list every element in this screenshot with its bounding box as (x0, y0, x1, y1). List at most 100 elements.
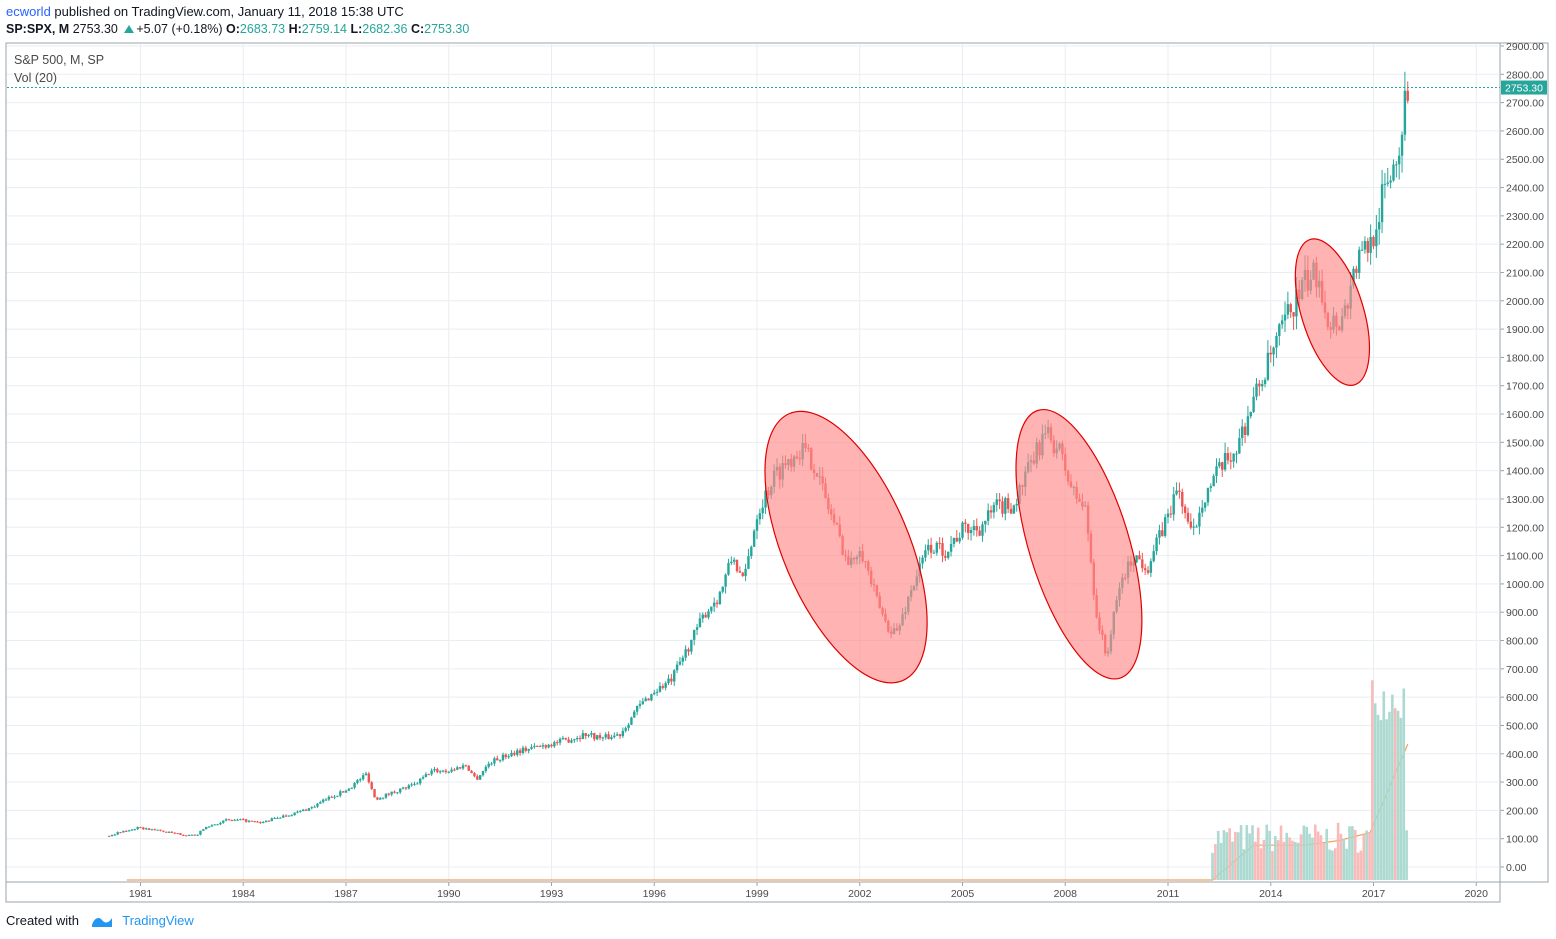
candle-body (139, 827, 142, 829)
candle-body (1255, 383, 1258, 397)
x-tick-label: 2008 (1054, 888, 1078, 900)
candle-body (324, 799, 328, 801)
candle-body (190, 834, 194, 836)
candle-body (704, 614, 707, 618)
low-value: 2682.36 (362, 22, 408, 36)
candle-body (1249, 411, 1252, 417)
volume-bar (1362, 834, 1366, 880)
candle-body (593, 733, 596, 740)
candle-body (630, 717, 633, 725)
candle-body (530, 747, 533, 749)
candle-body (1389, 180, 1392, 183)
candle-body (955, 537, 958, 542)
candle-body (461, 765, 465, 769)
candle-body (564, 737, 567, 740)
candle-body (584, 733, 587, 737)
highlight-ellipse (764, 410, 928, 684)
candle-body (1369, 236, 1372, 253)
candle-body (715, 602, 719, 605)
candle-body (533, 745, 536, 748)
volume-bar (1251, 825, 1254, 880)
volume-bar (1359, 850, 1363, 880)
candle-body (496, 758, 499, 761)
candle-body (307, 808, 311, 811)
candle-body (464, 765, 468, 767)
candle-body (179, 833, 182, 835)
candle-body (227, 819, 231, 821)
candle-body (1138, 555, 1141, 560)
candle-body (301, 809, 305, 812)
candle-body (1260, 384, 1264, 387)
y-tick-label: 0.00 (1506, 862, 1527, 874)
y-tick-label: 300.00 (1506, 777, 1538, 789)
volume-bar (1316, 831, 1320, 880)
y-tick-label: 1600.00 (1506, 409, 1544, 421)
candle-body (1146, 570, 1150, 573)
candle-body (541, 745, 545, 747)
candle-body (421, 777, 425, 779)
candle-body (182, 834, 185, 836)
candle-body (384, 793, 388, 798)
candle-body (299, 811, 302, 813)
candle-body (441, 770, 445, 772)
candle-body (296, 811, 299, 813)
candle-body (758, 513, 762, 520)
candle-body (1235, 453, 1238, 455)
author-link[interactable]: ecworld (6, 4, 51, 19)
candle-body (1198, 512, 1201, 527)
candle-body (447, 771, 450, 773)
y-tick-label: 100.00 (1506, 834, 1538, 846)
candle-body (1012, 505, 1016, 514)
candle-body (1263, 379, 1267, 385)
candle-body (424, 774, 428, 778)
candle-body (673, 670, 676, 682)
candle-body (1380, 184, 1384, 223)
volume-bar (1308, 833, 1311, 880)
published-text: published on TradingView.com, January 11… (54, 4, 404, 19)
candle-body (127, 830, 131, 832)
candle-body (958, 537, 961, 542)
candle-body (333, 796, 336, 798)
candle-body (390, 791, 393, 795)
candle-body (998, 499, 1001, 502)
candle-body (1183, 506, 1187, 513)
tradingview-brand[interactable]: TradingView (122, 913, 194, 928)
y-tick-label: 2500.00 (1506, 154, 1544, 166)
candle-body (604, 734, 607, 738)
candle-body (1009, 508, 1013, 514)
candle-body (989, 510, 993, 513)
open-value: 2683.73 (239, 22, 286, 36)
candle-body (695, 627, 699, 630)
close-label: C: (410, 22, 425, 36)
candle-body (1383, 183, 1387, 185)
volume-bar (1271, 851, 1274, 880)
candle-body (419, 778, 422, 784)
volume-legend[interactable]: Vol (20) (14, 71, 58, 85)
series-legend[interactable]: S&P 500, M, SP (14, 53, 105, 67)
candle-body (538, 746, 542, 748)
candle-body (518, 750, 522, 753)
y-tick-label: 2000.00 (1506, 296, 1544, 308)
candle-body (361, 775, 365, 780)
volume-bar (1373, 703, 1377, 880)
candle-body (590, 733, 593, 735)
candle-body (1289, 304, 1292, 313)
candle-body (387, 793, 391, 795)
volume-bar (1356, 852, 1360, 880)
candle-body (1292, 312, 1295, 317)
candle-body (949, 543, 953, 552)
candle-body (407, 785, 410, 789)
candle-body (339, 791, 342, 796)
candle-body (678, 661, 682, 665)
volume-bar (1256, 827, 1260, 880)
candle-body (1004, 498, 1007, 514)
candle-body (1006, 498, 1010, 509)
candle-body (1189, 521, 1193, 528)
candle-body (1226, 453, 1230, 461)
candle-body (1141, 559, 1144, 569)
candle-body (1372, 236, 1375, 247)
candle-body (501, 754, 505, 761)
candle-body (427, 774, 430, 776)
candle-body (961, 522, 964, 538)
